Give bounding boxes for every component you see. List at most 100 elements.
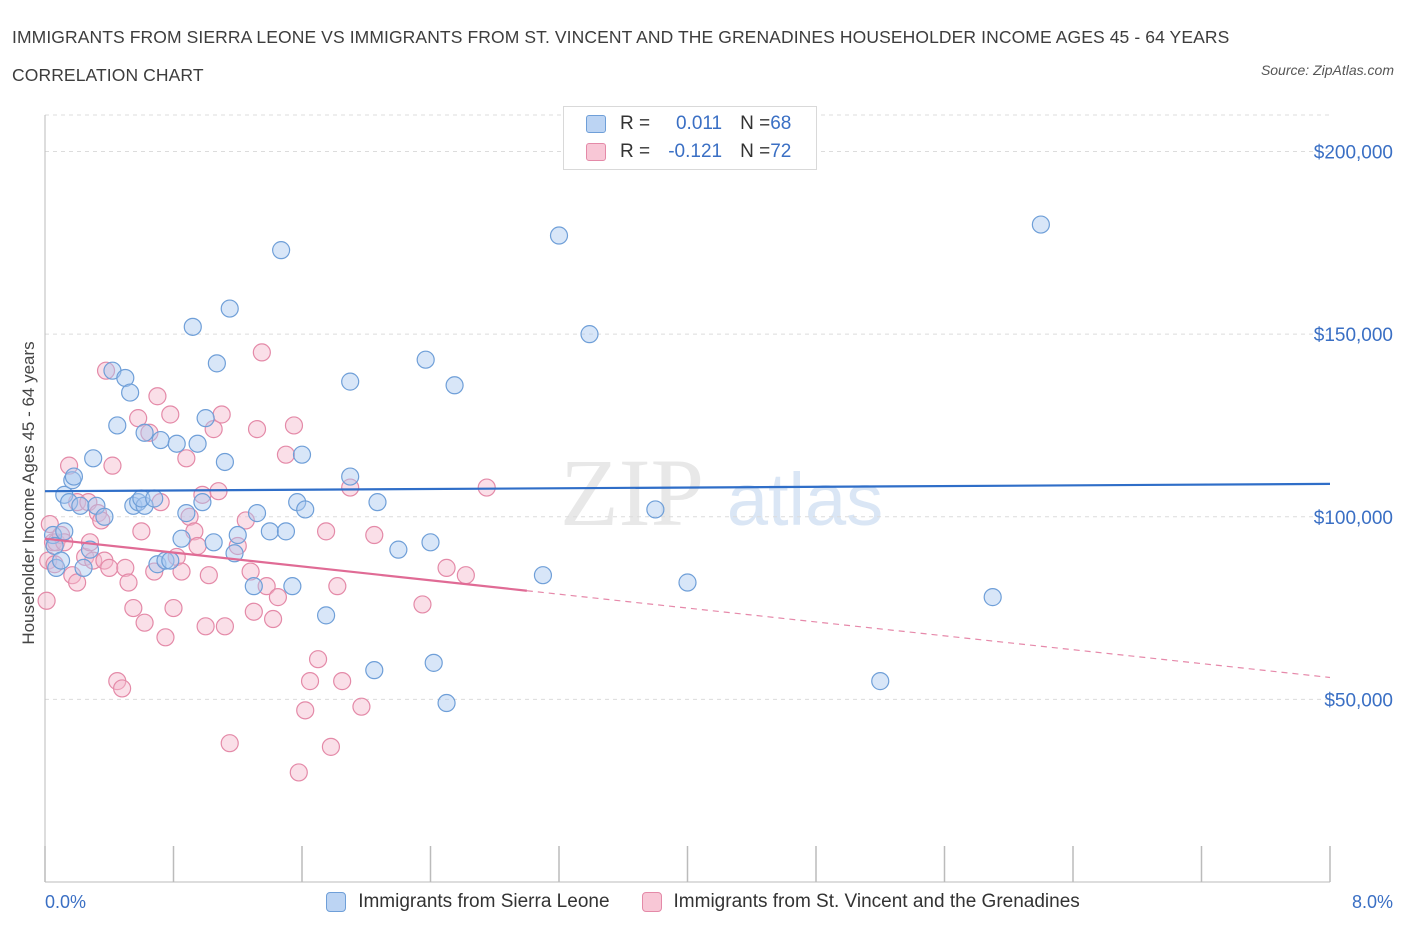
data-point: [74, 558, 93, 577]
data-point: [244, 577, 263, 596]
data-point: [252, 343, 271, 362]
data-point: [220, 299, 239, 318]
data-point: [148, 387, 167, 406]
data-point: [188, 434, 207, 453]
data-point: [416, 350, 435, 369]
data-point: [580, 325, 599, 344]
x-tick-label-max: 8.0%: [1352, 892, 1393, 912]
data-point: [112, 679, 132, 698]
data-point: [244, 602, 263, 621]
data-point: [100, 558, 119, 577]
data-point: [225, 544, 244, 563]
data-point: [321, 737, 341, 756]
data-point: [257, 577, 276, 596]
axes: [44, 115, 1331, 883]
r-label: R =: [620, 113, 651, 134]
data-point: [272, 241, 291, 260]
data-point: [188, 536, 207, 556]
y-tick-label: $150,000: [1314, 325, 1393, 346]
data-point: [71, 496, 90, 515]
watermark-atlas: atlas: [727, 458, 883, 541]
data-point: [80, 540, 100, 559]
legend-label: Immigrants from St. Vincent and the Gren…: [673, 891, 1080, 912]
gridlines: [45, 114, 1330, 700]
data-point: [236, 511, 255, 530]
data-point: [37, 591, 56, 610]
data-point: [228, 525, 247, 545]
data-point: [413, 595, 432, 614]
data-point: [296, 500, 315, 519]
data-point: [871, 672, 890, 691]
data-point: [40, 514, 59, 534]
data-point: [260, 522, 279, 541]
data-point: [196, 409, 215, 428]
data-point: [215, 452, 234, 472]
data-point: [183, 317, 202, 336]
n-value: 68: [770, 113, 792, 134]
data-point: [151, 430, 170, 450]
data-point: [333, 672, 352, 691]
data-point: [477, 478, 496, 497]
watermark-zip: ZIP: [560, 439, 704, 546]
data-point: [424, 653, 443, 672]
r-value: 0.011: [675, 113, 723, 134]
data-point: [161, 551, 180, 570]
data-point: [64, 467, 84, 486]
data-point: [263, 609, 283, 629]
r-value: -0.121: [668, 141, 723, 162]
data-point: [132, 522, 151, 541]
legend-item-st-vincent[interactable]: Immigrants from St. Vincent and the Gren…: [641, 891, 1080, 913]
data-point: [678, 573, 697, 592]
trend-lines: [44, 482, 1331, 679]
data-point: [241, 562, 260, 581]
data-point: [421, 533, 440, 552]
data-point: [289, 763, 308, 782]
blue-swatch: [326, 892, 347, 912]
data-point: [59, 493, 79, 512]
data-point: [1031, 215, 1050, 234]
data-point: [177, 504, 196, 523]
data-point: [193, 493, 212, 512]
legend-row-sierra-leone: R = 0.011 N = 68: [586, 110, 791, 138]
data-point: [84, 449, 103, 468]
data-point: [368, 493, 387, 512]
data-point: [116, 368, 135, 388]
data-point: [124, 598, 143, 618]
data-point: [215, 617, 234, 636]
data-point: [96, 361, 116, 380]
data-point: [284, 416, 304, 435]
data-point: [121, 383, 140, 402]
data-point: [212, 405, 231, 424]
y-tick-label: $200,000: [1314, 143, 1393, 164]
data-point: [646, 500, 665, 519]
data-point: [365, 661, 384, 680]
data-point: [316, 606, 336, 625]
data-point: [276, 522, 296, 541]
data-point: [292, 445, 312, 464]
r-label: R =: [620, 141, 651, 162]
data-point: [276, 445, 296, 464]
legend-item-sierra-leone[interactable]: Immigrants from Sierra Leone: [326, 891, 610, 913]
data-point: [389, 540, 408, 559]
trend-line-solid: [44, 537, 527, 592]
y-tick-label: $50,000: [1324, 690, 1393, 711]
data-point: [204, 533, 223, 552]
source-label: Source: ZipAtlas.com: [1260, 62, 1394, 78]
data-point: [352, 697, 371, 716]
data-point: [55, 522, 74, 541]
pink-swatch: [586, 143, 606, 161]
data-point: [456, 566, 475, 585]
data-point: [161, 405, 180, 424]
data-point: [108, 416, 127, 435]
data-point: [247, 420, 267, 439]
data-point: [220, 734, 239, 753]
trend-line-dashed: [526, 590, 1331, 679]
data-point: [103, 456, 122, 475]
data-point: [140, 423, 159, 442]
series-legend: Immigrants from Sierra Leone Immigrants …: [0, 885, 1406, 919]
data-point: [308, 650, 328, 669]
blue-points: [43, 215, 1050, 713]
n-value: 72: [770, 141, 792, 162]
data-point: [300, 672, 320, 691]
data-point: [445, 376, 464, 395]
